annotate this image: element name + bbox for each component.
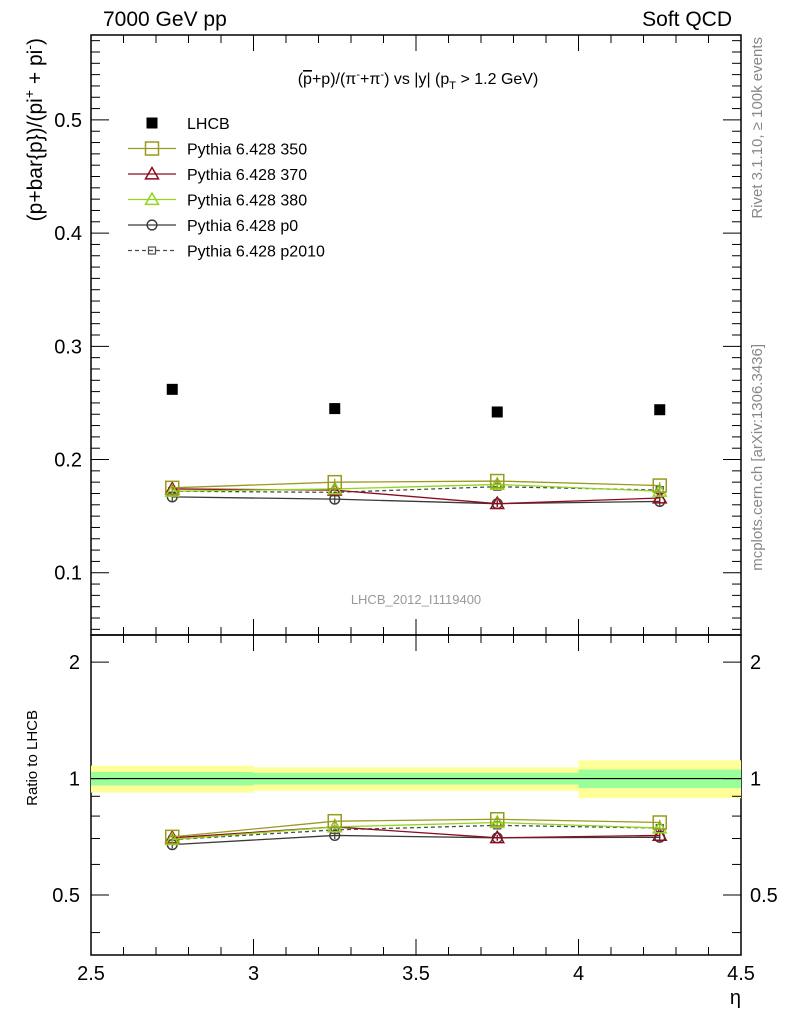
x-tick-label: 3 [248,963,259,985]
mc-point-triangle [144,165,160,180]
lhcb-data-point [654,404,666,416]
legend: LHCB Pythia 6.428 350 Pythia 6.428 370 Pyth… [128,116,325,261]
legend-item: Pythia 6.428 370 [128,165,307,184]
ratio-y-tick-label-left: 0.5 [52,885,80,907]
legend-item: Pythia 6.428 p0 [128,218,298,235]
analysis-id-watermark: LHCB_2012_I1119400 [351,592,481,607]
mc-point-square [165,829,180,845]
series-pythia-6-428-380 [164,476,668,497]
mc-point-square [652,815,667,830]
series-line [172,826,660,839]
lhcb-data-point [166,383,178,395]
series-line [172,821,660,841]
x-tick-label: 3.5 [402,963,430,985]
series-line [172,834,660,846]
legend-label: Pythia 6.428 p0 [187,218,298,235]
axis-ticks [90,35,742,955]
series-pythia-6-428-370 [164,818,668,844]
legend-item: Pythia 6.428 380 [128,191,307,210]
series-line [172,818,660,838]
lhcb-data-point [329,403,341,415]
legend-label: Pythia 6.428 p2010 [187,244,325,261]
legend-item: LHCB [146,116,230,133]
series-pythia-6-428-380 [164,814,668,846]
lhcb-data-point [146,117,158,129]
series-line [172,480,660,489]
x-tick-label: 4.5 [727,963,755,985]
mc-point-square [490,812,505,827]
mcplots-label: mcplots.cern.ch [arXiv:1306.3436] [749,344,766,571]
mc-point-triangle [489,495,506,510]
legend-label: LHCB [187,116,230,133]
mc-point-square [327,813,342,829]
lhcb-data-point [491,406,503,418]
header-right: Soft QCD [642,8,732,31]
legend-label: Pythia 6.428 350 [187,142,307,159]
legend-label: Pythia 6.428 380 [187,193,307,210]
bottom-y-axis-label: Ratio to LHCB [24,710,41,806]
mc-point-triangle [489,814,506,829]
mc-point-square [327,474,342,490]
series-line [172,483,660,492]
ratio-y-tick-label-right: 2 [750,652,761,674]
legend-item: Pythia 6.428 p2010 [128,244,325,261]
mc-point-circle [146,219,158,231]
mc-point-square [144,141,160,156]
x-tick-label: 4 [573,963,584,985]
mc-point-triangle [651,827,668,842]
series-line [172,824,660,841]
ratio-y-tick-label-left: 2 [69,652,80,674]
top-y-tick-label: 0.4 [54,223,82,245]
mc-point-triangle [164,483,181,497]
mc-point-small-square [147,246,157,255]
mc-point-triangle [489,476,506,491]
mc-point-square [490,473,505,489]
top-y-tick-label: 0.2 [54,450,82,472]
mc-point-square [652,478,667,493]
mc-point-triangle [326,818,343,833]
x-axis-label: η [730,987,741,1009]
legend-label: Pythia 6.428 370 [187,167,307,184]
top-y-tick-label: 0.5 [54,110,82,132]
plot-title: (p+p)/(π-+π-) vs |y| (pT > 1.2 GeV) [298,69,539,92]
mc-point-square [165,480,180,496]
top-y-tick-label: 0.1 [54,563,82,585]
top-y-tick-label: 0.3 [54,336,82,358]
mc-point-triangle [489,829,506,844]
ratio-y-tick-label-right: 1 [750,769,761,791]
series-lhcb [166,383,666,418]
mc-point-triangle [651,483,668,497]
series-line [172,496,660,505]
mc-point-triangle [651,490,668,504]
top-y-axis-label: (p+bar{p})/(pi+ + pi-) [21,38,47,221]
x-tick-label: 2.5 [77,963,105,985]
mc-point-triangle [164,831,181,846]
legend-item: Pythia 6.428 350 [128,141,307,159]
header-left: 7000 GeV pp [103,8,227,31]
ratio-y-tick-label-left: 1 [69,769,80,791]
rivet-label: Rivet 3.1.10, ≥ 100k events [749,37,766,219]
mc-point-triangle [144,191,160,206]
series-pythia-6-428-350 [165,473,667,496]
mc-point-triangle [651,820,668,834]
series-pythia-6-428-350 [165,812,667,845]
ratio-y-tick-label-right: 0.5 [750,885,778,907]
ratio-uncertainty-bands [91,760,741,799]
